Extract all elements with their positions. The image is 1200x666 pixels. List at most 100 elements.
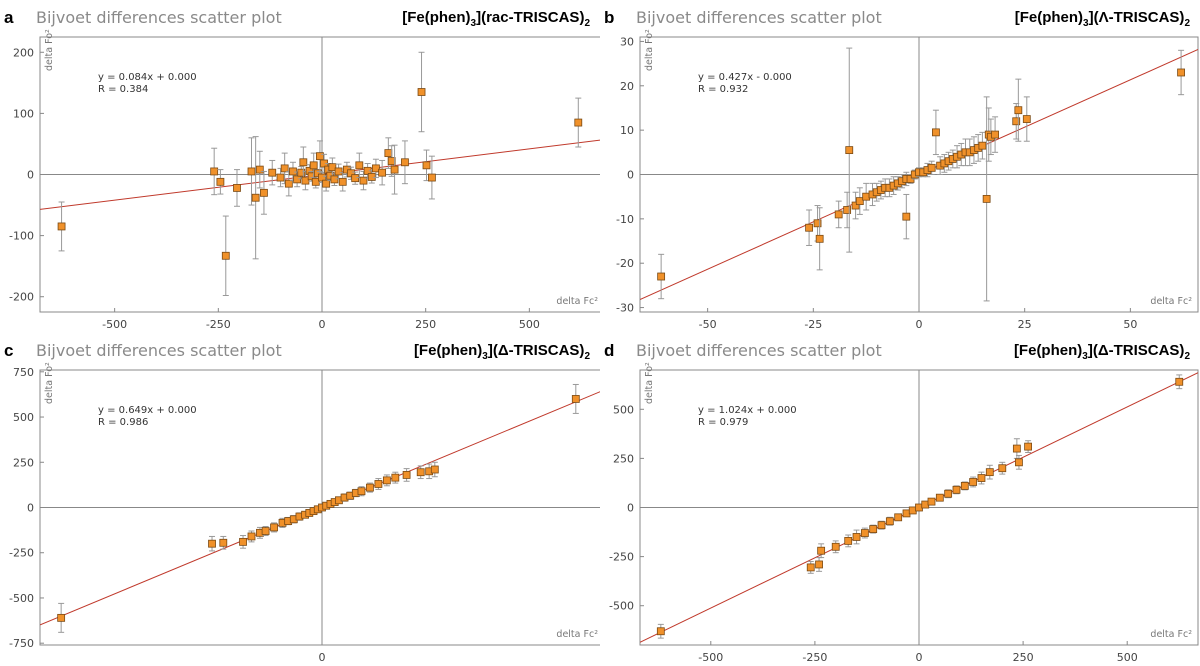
fit-equation: y = 0.649x + 0.000: [98, 405, 197, 416]
data-point: [233, 184, 241, 192]
data-point: [843, 206, 852, 214]
y-tick-label: -250: [609, 551, 634, 564]
x-tick-label: -250: [802, 651, 827, 664]
data-point: [969, 478, 978, 486]
fit-equation: y = 0.084x + 0.000: [98, 72, 197, 83]
scatter-plot-c: 0 750 500 250 0 -250 -500 -750 delta Fo² delta Fc…: [9, 362, 600, 664]
panel-label: c: [4, 341, 14, 360]
y-tick-label: -750: [9, 637, 34, 650]
data-point: [815, 560, 823, 569]
data-point: [845, 146, 854, 155]
plot-title: Bijvoet differences scatter plot: [636, 8, 882, 27]
data-point: [384, 149, 393, 158]
data-point: [834, 210, 843, 219]
correlation-r: R = 0.986: [98, 417, 148, 428]
data-point: [351, 174, 360, 183]
data-point: [998, 464, 1007, 473]
data-point: [855, 197, 864, 206]
data-point: [330, 175, 339, 184]
compound-formula: [Fe(phen)3](Δ-TRISCAS)2: [413, 342, 590, 362]
y-tick-label: 100: [13, 107, 34, 120]
data-point: [382, 476, 391, 485]
data-point: [309, 161, 318, 170]
data-point: [57, 613, 66, 622]
y-tick-label: 0: [627, 169, 634, 182]
data-point: [430, 465, 439, 474]
data-point: [355, 161, 364, 170]
data-point: [1015, 458, 1023, 467]
panel-label: a: [4, 8, 14, 27]
plot-area: [40, 51, 600, 296]
data-point: [817, 546, 826, 555]
data-point: [293, 175, 302, 184]
data-point: [952, 485, 961, 494]
data-point: [656, 627, 665, 636]
data-point: [247, 167, 256, 176]
data-point: [338, 177, 347, 186]
plot-title: Bijvoet differences scatter plot: [636, 341, 882, 360]
data-point: [322, 179, 331, 188]
data-point: [1012, 117, 1021, 126]
x-axis-label: delta Fc²: [556, 296, 598, 307]
x-tick-label: 500: [1117, 651, 1138, 664]
data-point: [247, 532, 256, 541]
data-point: [806, 563, 815, 572]
x-tick-label: 0: [916, 651, 923, 664]
panel-c: 0 750 500 250 0 -250 -500 -750 delta Fo² delta Fc…: [0, 333, 600, 666]
y-tick-label: 0: [627, 502, 634, 515]
data-point: [268, 168, 277, 177]
data-point: [372, 164, 380, 173]
data-point: [387, 157, 396, 165]
correlation-r: R = 0.932: [698, 84, 748, 95]
data-point: [985, 468, 994, 477]
panel-label: d: [604, 341, 615, 360]
data-point: [1012, 444, 1021, 453]
y-tick-label: 750: [13, 366, 34, 379]
scatter-plot-d: -500 -250 0 250 500 500 250 0 -250 -500 delta Fo² d…: [609, 362, 1199, 664]
data-point: [1014, 106, 1023, 115]
data-point: [978, 141, 987, 150]
data-point: [219, 538, 228, 547]
x-axis-label: delta Fc²: [556, 629, 598, 640]
y-axis-label: delta Fo²: [644, 362, 655, 404]
compound-formula: [Fe(phen)3](Λ-TRISCAS)2: [1014, 9, 1190, 29]
data-point: [318, 173, 326, 182]
data-point: [416, 468, 425, 477]
y-axis-label: delta Fo²: [644, 29, 655, 71]
panel-d: -500 -250 0 250 500 500 250 0 -250 -500 delta Fo² d…: [600, 333, 1200, 666]
data-point: [402, 471, 411, 479]
data-point: [313, 169, 322, 178]
x-axis-label: delta Fc²: [1150, 629, 1192, 640]
panel-b: -50 -25 0 25 50 30 20 10 0 -10 -20 -30 delta Fo² delt…: [600, 0, 1200, 333]
data-point: [378, 168, 387, 177]
data-point: [902, 212, 911, 221]
x-tick-label: 50: [1123, 318, 1137, 331]
data-point: [57, 222, 66, 231]
data-point: [1022, 115, 1031, 123]
data-point: [1177, 68, 1185, 77]
y-tick-label: -500: [609, 600, 634, 613]
data-point: [982, 194, 991, 203]
y-tick-label: 10: [620, 124, 634, 137]
data-point: [311, 177, 320, 186]
data-point: [1024, 442, 1033, 451]
data-point: [359, 176, 368, 185]
data-point: [805, 223, 813, 232]
y-axis-label: delta Fo²: [44, 29, 55, 71]
data-point: [869, 525, 878, 534]
x-tick-label: 0: [916, 318, 923, 331]
data-point: [316, 152, 324, 161]
data-point: [401, 158, 409, 167]
data-point: [255, 165, 264, 174]
data-point: [390, 165, 399, 174]
y-tick-label: -500: [9, 592, 34, 605]
data-point: [297, 168, 306, 177]
x-tick-label: 25: [1018, 318, 1032, 331]
y-tick-label: 200: [13, 46, 34, 59]
data-point: [851, 201, 860, 210]
x-tick-label: -500: [698, 651, 723, 664]
y-tick-label: -10: [616, 213, 634, 226]
compound-formula: [Fe(phen)3](Δ-TRISCAS)2: [1013, 342, 1190, 362]
fit-equation: y = 1.024x + 0.000: [698, 405, 797, 416]
data-point: [391, 473, 400, 482]
